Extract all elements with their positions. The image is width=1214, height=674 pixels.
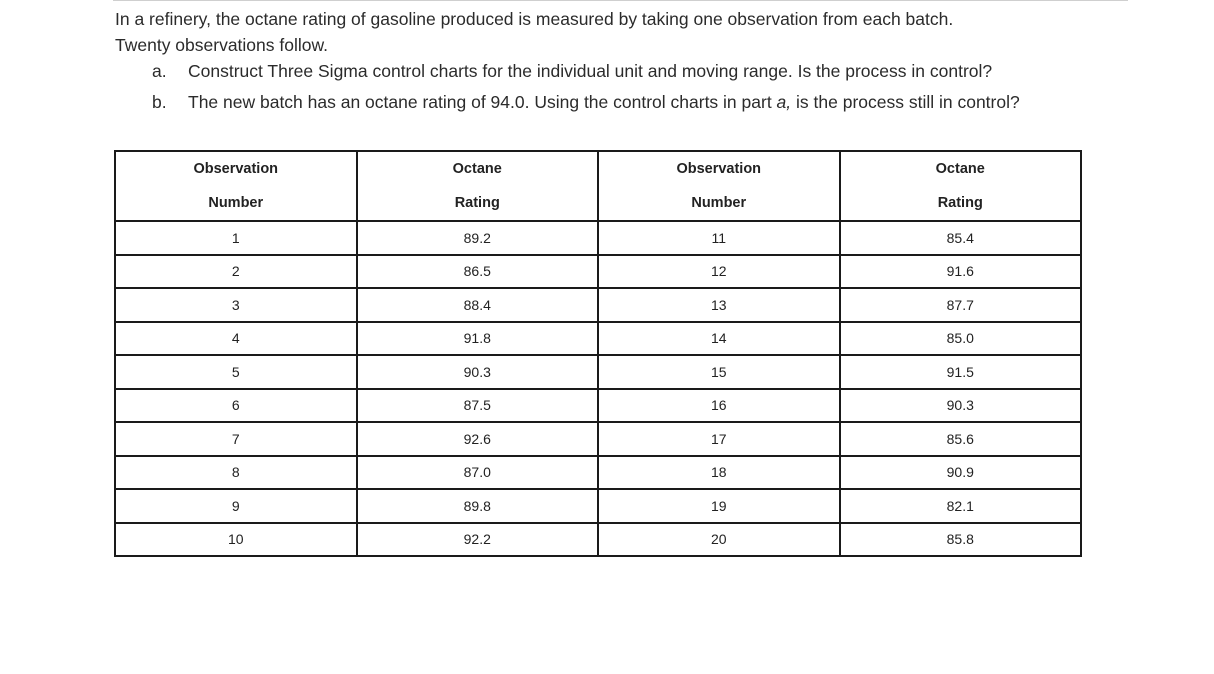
table-cell: 90.3 <box>355 354 599 390</box>
table-cell: 10 <box>114 521 358 557</box>
table-cell: 18 <box>597 454 841 490</box>
table-row: 4 91.8 14 85.0 <box>114 320 1082 356</box>
table-cell: 91.5 <box>838 354 1082 390</box>
table-cell: 11 <box>597 220 841 256</box>
header-octane-rating-1: Octane Rating <box>355 150 599 222</box>
table-cell: 87.5 <box>355 387 599 423</box>
table-cell: 4 <box>114 320 358 356</box>
table-row: 7 92.6 17 85.6 <box>114 421 1082 457</box>
octane-data-table: Observation Number Octane Rating Observa… <box>114 150 1082 557</box>
table-cell: 90.9 <box>838 454 1082 490</box>
table-cell: 17 <box>597 421 841 457</box>
table-cell: 20 <box>597 521 841 557</box>
table-cell: 86.5 <box>355 253 599 289</box>
table-row: 8 87.0 18 90.9 <box>114 454 1082 490</box>
table-cell: 19 <box>597 488 841 524</box>
question-a-text: Construct Three Sigma control charts for… <box>188 61 993 81</box>
table-cell: 14 <box>597 320 841 356</box>
table-row: 2 86.5 12 91.6 <box>114 253 1082 289</box>
question-b-text-pre: The new batch has an octane rating of 94… <box>188 92 777 112</box>
table-cell: 1 <box>114 220 358 256</box>
table-cell: 89.2 <box>355 220 599 256</box>
table-cell: 91.8 <box>355 320 599 356</box>
table-row: 3 88.4 13 87.7 <box>114 287 1082 323</box>
table-cell: 16 <box>597 387 841 423</box>
question-b: b. The new batch has an octane rating of… <box>152 89 1202 120</box>
table-cell: 85.0 <box>838 320 1082 356</box>
table-cell: 6 <box>114 387 358 423</box>
table-row: 5 90.3 15 91.5 <box>114 354 1082 390</box>
header-octane-rating-2: Octane Rating <box>838 150 1082 222</box>
table-row: 1 89.2 11 85.4 <box>114 220 1082 256</box>
table-cell: 85.4 <box>838 220 1082 256</box>
question-list: a. Construct Three Sigma control charts … <box>152 58 1202 120</box>
table-row: 6 87.5 16 90.3 <box>114 387 1082 423</box>
problem-intro: In a refinery, the octane rating of gaso… <box>115 6 1175 58</box>
table-row: 9 89.8 19 82.1 <box>114 488 1082 524</box>
table-cell: 3 <box>114 287 358 323</box>
table-cell: 88.4 <box>355 287 599 323</box>
table-cell: 12 <box>597 253 841 289</box>
table-cell: 13 <box>597 287 841 323</box>
question-b-letter: b. <box>152 92 167 112</box>
table-cell: 15 <box>597 354 841 390</box>
table-cell: 87.0 <box>355 454 599 490</box>
intro-line-1: In a refinery, the octane rating of gaso… <box>115 9 954 29</box>
header-observation-number-2: Observation Number <box>597 150 841 222</box>
header-observation-number-1: Observation Number <box>114 150 358 222</box>
table-cell: 82.1 <box>838 488 1082 524</box>
intro-line-2: Twenty observations follow. <box>115 35 329 55</box>
question-b-text-italic: a, <box>776 92 792 112</box>
top-divider <box>113 0 1128 1</box>
table-header-row: Observation Number Octane Rating Observa… <box>114 150 1082 222</box>
table-cell: 91.6 <box>838 253 1082 289</box>
table-cell: 7 <box>114 421 358 457</box>
table-cell: 92.6 <box>355 421 599 457</box>
table-row: 10 92.2 20 85.8 <box>114 521 1082 557</box>
table-cell: 92.2 <box>355 521 599 557</box>
table-cell: 85.8 <box>838 521 1082 557</box>
table-cell: 87.7 <box>838 287 1082 323</box>
table-cell: 9 <box>114 488 358 524</box>
question-a: a. Construct Three Sigma control charts … <box>152 58 1202 89</box>
question-b-text-post: is the process still in control? <box>791 92 1020 112</box>
question-a-letter: a. <box>152 61 167 81</box>
table-cell: 89.8 <box>355 488 599 524</box>
table-cell: 90.3 <box>838 387 1082 423</box>
question-b-text: The new batch has an octane rating of 94… <box>188 89 1020 115</box>
table-cell: 85.6 <box>838 421 1082 457</box>
table-cell: 8 <box>114 454 358 490</box>
table-cell: 5 <box>114 354 358 390</box>
table-cell: 2 <box>114 253 358 289</box>
